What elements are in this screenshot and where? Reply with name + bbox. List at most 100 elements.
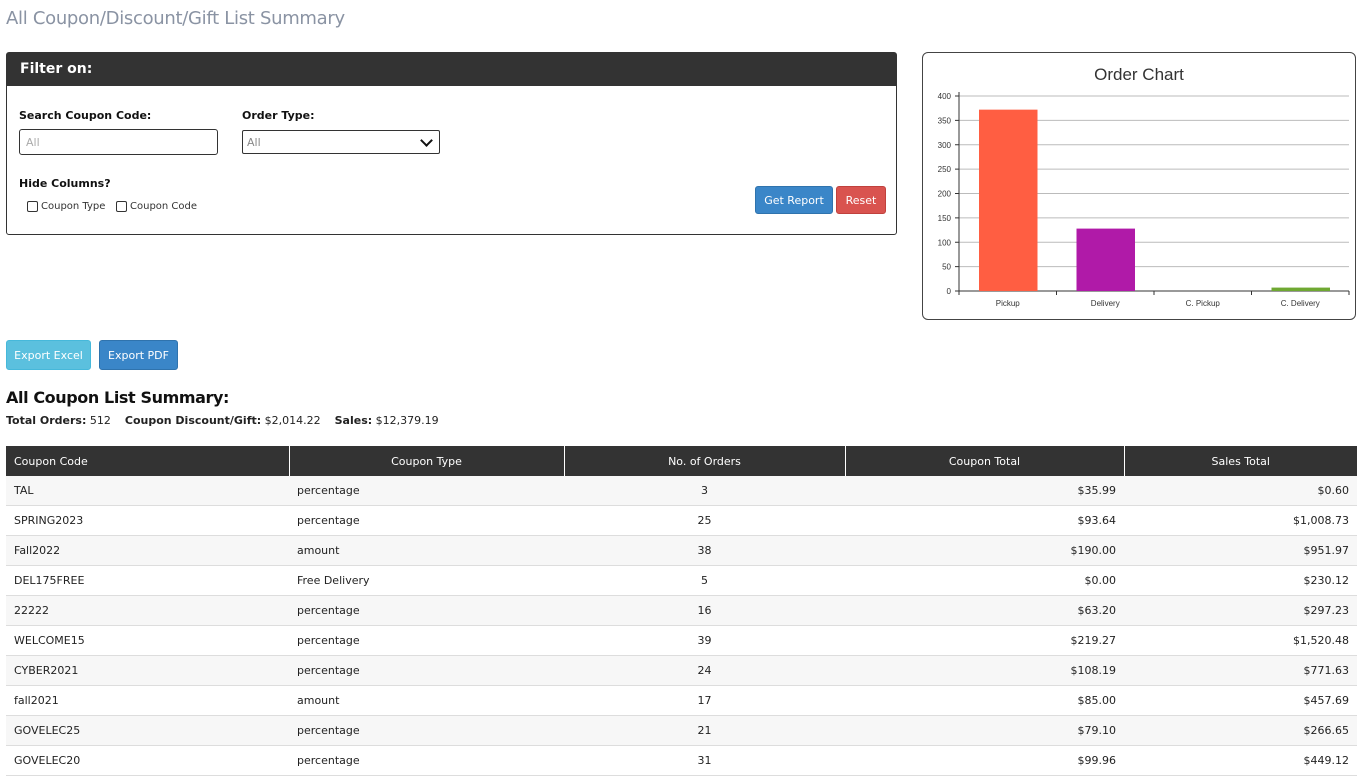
cell-coupon-type: percentage: [289, 655, 564, 686]
sales-label: Sales:: [334, 414, 373, 427]
cell-orders: 17: [564, 685, 845, 716]
bar-delivery[interactable]: [1076, 228, 1136, 291]
cell-orders: 3: [564, 476, 845, 506]
total-orders-value: 512: [89, 414, 111, 427]
cell-orders: 24: [564, 655, 845, 686]
x-tick-label: Delivery: [1091, 299, 1120, 308]
hide-coupon-type-label: Coupon Type: [41, 201, 106, 212]
bar-pickup[interactable]: [979, 109, 1038, 292]
hide-coupon-code-checkbox[interactable]: [116, 201, 127, 212]
order-chart: Order Chart 0 50 100 150 200 250 300 350 400 Pic…: [938, 65, 1350, 308]
table-row: 22222 percentage 16 $63.20 $297.23: [6, 595, 1357, 626]
cell-coupon-code: GOVELEC20: [6, 745, 289, 776]
cell-orders: 5: [564, 565, 845, 596]
discount-label: Coupon Discount/Gift:: [124, 414, 262, 427]
chart-title: Order Chart: [1094, 65, 1184, 84]
cell-coupon-type: amount: [289, 685, 564, 716]
bar-c-delivery[interactable]: [1271, 287, 1331, 291]
cell-coupon-code: WELCOME15: [6, 625, 289, 656]
y-tick-label: 400: [938, 92, 952, 101]
cell-coupon-code: 22222: [6, 595, 289, 626]
cell-coupon-total: $85.00: [845, 685, 1124, 716]
x-tick-label: C. Delivery: [1281, 299, 1320, 308]
hide-coupon-type-option[interactable]: Coupon Type: [27, 201, 105, 212]
coupon-summary-table: Coupon Code Coupon Type No. of Orders Co…: [6, 446, 1357, 776]
export-pdf-button[interactable]: Export PDF: [99, 340, 178, 370]
y-tick-label: 100: [938, 238, 952, 247]
search-coupon-input[interactable]: [19, 129, 218, 155]
order-type-select[interactable]: All: [242, 130, 440, 154]
cell-coupon-code: Fall2022: [6, 535, 289, 566]
hide-coupon-type-checkbox[interactable]: [27, 201, 38, 212]
discount-value: $2,014.22: [264, 414, 321, 427]
y-tick-label: 300: [938, 141, 952, 150]
column-header-sales-total[interactable]: Sales Total: [1124, 446, 1357, 476]
search-coupon-label: Search Coupon Code:: [19, 109, 152, 122]
cell-coupon-code: TAL: [6, 476, 289, 506]
total-orders-label: Total Orders:: [6, 414, 87, 427]
cell-sales-total: $1,520.48: [1124, 625, 1357, 656]
cell-coupon-type: Free Delivery: [289, 565, 564, 596]
cell-coupon-total: $93.64: [845, 505, 1124, 536]
column-header-orders[interactable]: No. of Orders: [564, 446, 846, 476]
cell-coupon-type: percentage: [289, 476, 564, 506]
cell-sales-total: $297.23: [1124, 595, 1357, 626]
y-tick-label: 0: [947, 287, 952, 296]
filter-panel: Filter on: Search Coupon Code: Order Typ…: [6, 52, 897, 235]
cell-coupon-code: CYBER2021: [6, 655, 289, 686]
cell-coupon-code: DEL175FREE: [6, 565, 289, 596]
total-orders-stat: Total Orders: 512: [6, 414, 111, 427]
table-row: Fall2022 amount 38 $190.00 $951.97: [6, 535, 1357, 566]
table-row: GOVELEC20 percentage 31 $99.96 $449.12: [6, 745, 1357, 776]
hide-coupon-code-option[interactable]: Coupon Code: [116, 201, 197, 212]
cell-orders: 31: [564, 745, 845, 776]
reset-button[interactable]: Reset: [836, 186, 886, 214]
cell-sales-total: $457.69: [1124, 685, 1357, 716]
y-tick-label: 350: [938, 116, 952, 125]
table-header-row: Coupon Code Coupon Type No. of Orders Co…: [6, 446, 1357, 476]
cell-coupon-code: SPRING2023: [6, 505, 289, 536]
cell-coupon-total: $190.00: [845, 535, 1124, 566]
cell-orders: 16: [564, 595, 845, 626]
summary-title: All Coupon List Summary:: [6, 388, 230, 407]
cell-coupon-total: $108.19: [845, 655, 1124, 686]
cell-coupon-total: $0.00: [845, 565, 1124, 596]
y-tick-label: 150: [938, 214, 952, 223]
column-header-coupon-total[interactable]: Coupon Total: [845, 446, 1125, 476]
get-report-button[interactable]: Get Report: [755, 186, 833, 214]
table-row: fall2021 amount 17 $85.00 $457.69: [6, 685, 1357, 716]
y-tick-label: 50: [942, 263, 951, 272]
hide-coupon-code-label: Coupon Code: [130, 201, 198, 212]
table-row: CYBER2021 percentage 24 $108.19 $771.63: [6, 655, 1357, 686]
table-row: SPRING2023 percentage 25 $93.64 $1,008.73: [6, 505, 1357, 536]
cell-coupon-total: $219.27: [845, 625, 1124, 656]
cell-sales-total: $0.60: [1124, 476, 1357, 506]
filter-header: Filter on:: [7, 53, 896, 86]
column-header-coupon-type[interactable]: Coupon Type: [289, 446, 565, 476]
sales-value: $12,379.19: [375, 414, 439, 427]
y-tick-label: 200: [938, 190, 952, 199]
cell-coupon-type: percentage: [289, 595, 564, 626]
cell-orders: 21: [564, 715, 845, 746]
table-row: GOVELEC25 percentage 21 $79.10 $266.65: [6, 715, 1357, 746]
order-chart-panel: Order Chart 0 50 100 150 200 250 300 350 400 Pic…: [922, 52, 1356, 320]
cell-coupon-type: percentage: [289, 745, 564, 776]
cell-sales-total: $951.97: [1124, 535, 1357, 566]
summary-stats: Total Orders: 512 Coupon Discount/Gift: …: [6, 414, 439, 427]
cell-coupon-code: fall2021: [6, 685, 289, 716]
order-type-value: All: [247, 135, 261, 149]
table-row: DEL175FREE Free Delivery 5 $0.00 $230.12: [6, 565, 1357, 596]
cell-coupon-type: percentage: [289, 505, 564, 536]
table-row: TAL percentage 3 $35.99 $0.60: [6, 476, 1357, 506]
cell-orders: 25: [564, 505, 845, 536]
column-header-coupon-code[interactable]: Coupon Code: [6, 446, 290, 476]
cell-orders: 38: [564, 535, 845, 566]
page-title: All Coupon/Discount/Gift List Summary: [6, 8, 345, 29]
cell-orders: 39: [564, 625, 845, 656]
x-tick-label: C. Pickup: [1186, 299, 1221, 308]
export-excel-button[interactable]: Export Excel: [6, 340, 91, 370]
cell-coupon-type: percentage: [289, 715, 564, 746]
table-row: WELCOME15 percentage 39 $219.27 $1,520.48: [6, 625, 1357, 656]
cell-coupon-code: GOVELEC25: [6, 715, 289, 746]
discount-stat: Coupon Discount/Gift: $2,014.22: [125, 414, 321, 427]
